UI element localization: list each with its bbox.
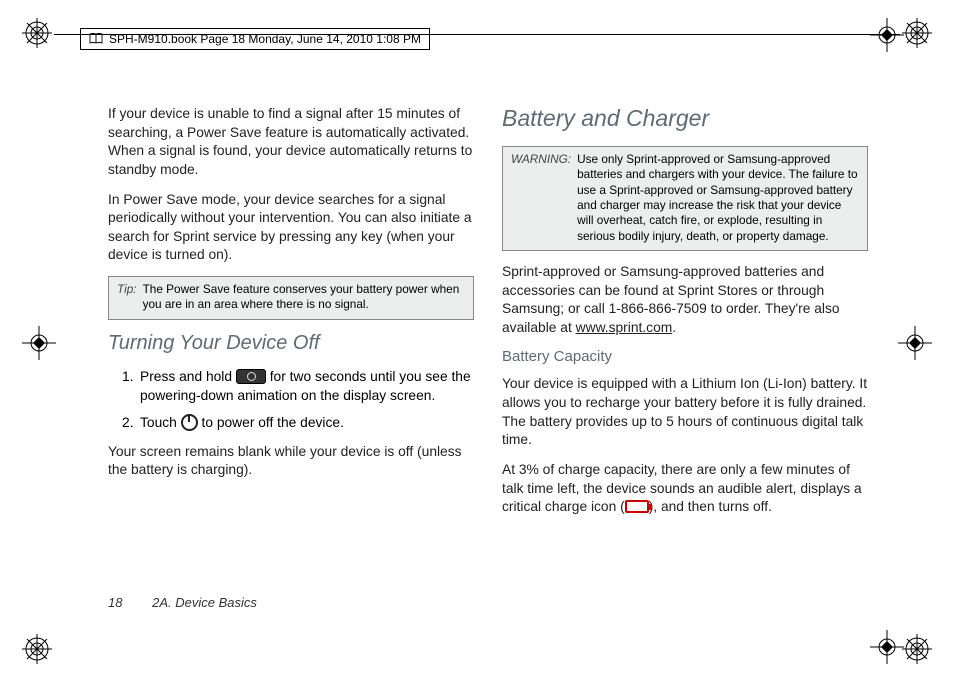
page-footer: 18 2A. Device Basics bbox=[108, 595, 257, 610]
step2-text-b: to power off the device. bbox=[202, 415, 344, 430]
heading-battery-capacity: Battery Capacity bbox=[502, 348, 868, 365]
para-approved: Sprint-approved or Samsung-approved batt… bbox=[502, 263, 868, 338]
page-content: If your device is unable to find a signa… bbox=[108, 105, 868, 595]
header-text: SPH-M910.book Page 18 Monday, June 14, 2… bbox=[109, 32, 421, 46]
registration-mark-bl bbox=[22, 634, 52, 664]
registration-mark-br bbox=[902, 634, 932, 664]
sprint-link[interactable]: www.sprint.com bbox=[576, 320, 673, 335]
tip-label: Tip: bbox=[117, 282, 143, 313]
power-icon bbox=[181, 414, 198, 431]
warning-box: WARNING: Use only Sprint-approved or Sam… bbox=[502, 146, 868, 251]
tip-body: The Power Save feature conserves your ba… bbox=[143, 282, 465, 313]
crop-mark-left bbox=[22, 326, 56, 360]
registration-mark-tr bbox=[902, 18, 932, 48]
warning-label: WARNING: bbox=[511, 152, 577, 244]
warning-body: Use only Sprint-approved or Samsung-appr… bbox=[577, 152, 859, 244]
para-critical: At 3% of charge capacity, there are only… bbox=[502, 461, 868, 517]
step1-text-a: Press and hold bbox=[140, 369, 236, 384]
crop-mark-right bbox=[898, 326, 932, 360]
step-1: Press and hold for two seconds until you… bbox=[122, 367, 474, 406]
crop-mark-top bbox=[870, 18, 904, 52]
para-powersave-1: If your device is unable to find a signa… bbox=[108, 105, 474, 180]
section-title: 2A. Device Basics bbox=[152, 595, 257, 610]
step-2: Touch to power off the device. bbox=[122, 413, 474, 432]
camera-key-icon bbox=[236, 369, 266, 384]
heading-turning-off: Turning Your Device Off bbox=[108, 332, 474, 355]
step2-text-a: Touch bbox=[140, 415, 181, 430]
approved-text-b: . bbox=[672, 320, 676, 335]
right-column: Battery and Charger WARNING: Use only Sp… bbox=[502, 105, 868, 595]
page-number: 18 bbox=[108, 595, 122, 610]
battery-critical-icon bbox=[625, 500, 649, 513]
para-liion: Your device is equipped with a Lithium I… bbox=[502, 375, 868, 450]
registration-mark-tl bbox=[22, 18, 52, 48]
left-column: If your device is unable to find a signa… bbox=[108, 105, 474, 595]
heading-battery-charger: Battery and Charger bbox=[502, 105, 868, 132]
crop-mark-bottom bbox=[870, 630, 904, 664]
tip-box: Tip: The Power Save feature conserves yo… bbox=[108, 276, 474, 320]
steps-list: Press and hold for two seconds until you… bbox=[122, 367, 474, 433]
critical-text-b: ), and then turns off. bbox=[649, 499, 772, 514]
para-screen-blank: Your screen remains blank while your dev… bbox=[108, 443, 474, 480]
book-icon bbox=[89, 33, 103, 45]
framemaker-header: SPH-M910.book Page 18 Monday, June 14, 2… bbox=[80, 28, 430, 50]
para-powersave-2: In Power Save mode, your device searches… bbox=[108, 191, 474, 266]
